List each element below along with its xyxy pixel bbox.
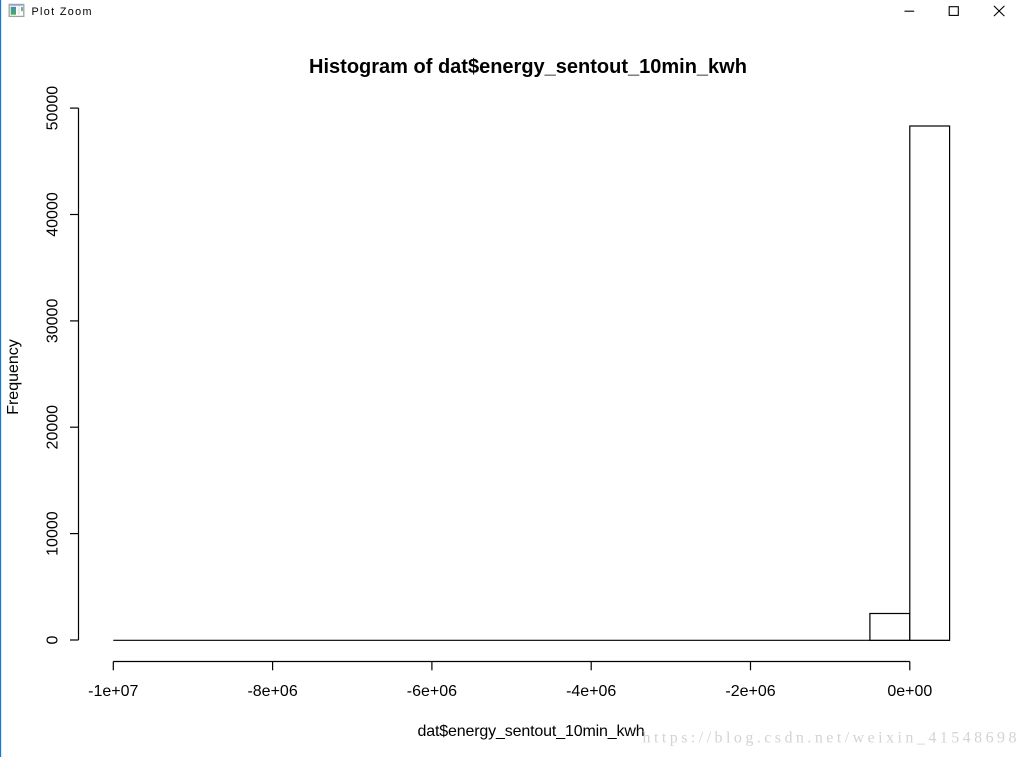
svg-text:0: 0 <box>44 635 61 644</box>
svg-text:10000: 10000 <box>44 511 61 556</box>
svg-text:Plot Zoom: Plot Zoom <box>32 6 93 18</box>
svg-text:-4e+06: -4e+06 <box>566 683 616 700</box>
svg-text:-1e+07: -1e+07 <box>88 683 138 700</box>
svg-text:30000: 30000 <box>44 299 61 344</box>
svg-text:-6e+06: -6e+06 <box>407 683 457 700</box>
svg-text:0e+00: 0e+00 <box>887 683 932 700</box>
svg-text:dat$energy_sentout_10min_kwh: dat$energy_sentout_10min_kwh <box>417 723 644 740</box>
svg-text:-2e+06: -2e+06 <box>725 683 775 700</box>
svg-text:-8e+06: -8e+06 <box>247 683 297 700</box>
svg-text:Frequency: Frequency <box>5 339 22 415</box>
svg-text:Histogram of dat$energy_sentou: Histogram of dat$energy_sentout_10min_kw… <box>309 56 747 78</box>
svg-text:20000: 20000 <box>44 405 61 450</box>
svg-text:50000: 50000 <box>44 86 61 131</box>
svg-text:https://blog.csdn.net/weixin_4: https://blog.csdn.net/weixin_41548698 <box>643 730 1020 747</box>
svg-text:40000: 40000 <box>44 192 61 237</box>
